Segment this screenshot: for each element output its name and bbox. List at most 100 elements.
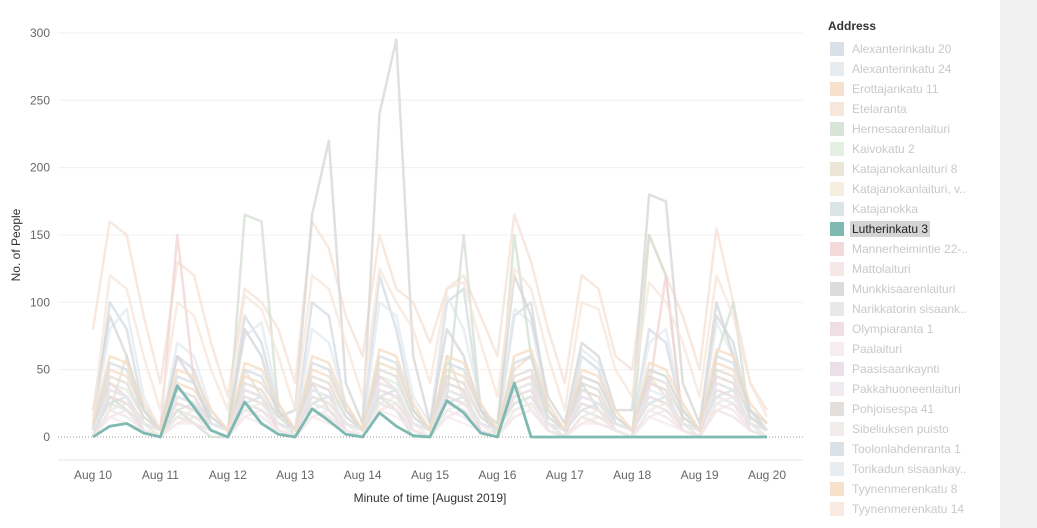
legend-item[interactable]: Pohjoisespa 41: [828, 399, 993, 419]
legend-item[interactable]: Kaivokatu 2: [828, 139, 993, 159]
legend-item[interactable]: Lutherinkatu 3: [828, 219, 993, 239]
legend-label: Paasisaankaynti: [852, 362, 940, 376]
x-tick-label: Aug 18: [613, 468, 651, 482]
legend-item[interactable]: Katajanokka: [828, 199, 993, 219]
legend-item[interactable]: Alexanterinkatu 20: [828, 39, 993, 59]
legend-item[interactable]: Mattolaituri: [828, 259, 993, 279]
legend-swatch: [830, 302, 844, 316]
legend-label: Narikkatorin sisaank..: [852, 302, 967, 316]
legend-label: Sibeliuksen puisto: [852, 422, 949, 436]
legend-item[interactable]: Paasisaankaynti: [828, 359, 993, 379]
y-tick-label: 0: [43, 430, 50, 444]
legend-swatch: [830, 462, 844, 476]
legend-swatch: [830, 422, 844, 436]
legend-swatch: [830, 102, 844, 116]
x-tick-label: Aug 20: [748, 468, 786, 482]
x-tick-label: Aug 15: [411, 468, 449, 482]
legend: Address Alexanterinkatu 20 Alexanterinkat…: [828, 19, 993, 519]
series-line-munkkisaarenlaituri[interactable]: [91, 38, 768, 432]
x-tick-label: Aug 16: [478, 468, 516, 482]
legend-label: Kaivokatu 2: [852, 142, 915, 156]
legend-item[interactable]: Torikadun sisaankay..: [828, 459, 993, 479]
legend-label: Pohjoisespa 41: [852, 402, 935, 416]
legend-item[interactable]: Pakkahuoneenlaituri: [828, 379, 993, 399]
legend-swatch: [830, 502, 844, 516]
legend-swatch: [830, 182, 844, 196]
legend-label: Munkkisaarenlaituri: [852, 282, 956, 296]
legend-swatch: [830, 282, 844, 296]
legend-swatch: [830, 62, 844, 76]
legend-item[interactable]: Hernesaarenlaituri: [828, 119, 993, 139]
legend-item[interactable]: Erottajankatu 11: [828, 79, 993, 99]
legend-swatch: [830, 402, 844, 416]
legend-swatch: [830, 322, 844, 336]
legend-label: Katajanokanlaituri, v..: [852, 182, 966, 196]
legend-label: Tyynenmerenkatu 14: [852, 502, 965, 516]
legend-title: Address: [828, 19, 877, 33]
legend-item[interactable]: Alexanterinkatu 24: [828, 59, 993, 79]
legend-label: Torikadun sisaankay..: [852, 462, 967, 476]
legend-label: Etelaranta: [852, 102, 907, 116]
legend-label: Katajanokanlaituri 8: [852, 162, 958, 176]
x-tick-label: Aug 14: [344, 468, 382, 482]
legend-label: Toolonlahdenranta 1: [852, 442, 961, 456]
legend-label: Paalaituri: [852, 342, 903, 356]
legend-label: Katajanokka: [852, 202, 919, 216]
legend-item[interactable]: Munkkisaarenlaituri: [828, 279, 993, 299]
legend-item[interactable]: Paalaituri: [828, 339, 993, 359]
legend-swatch: [830, 342, 844, 356]
legend-label: Pakkahuoneenlaituri: [852, 382, 961, 396]
x-axis-ticks: Aug 10 Aug 11 Aug 12 Aug 13 Aug 14 Aug 15 Aug …: [74, 468, 786, 482]
y-tick-label: 150: [30, 228, 50, 242]
legend-swatch: [830, 482, 844, 496]
legend-swatch: [830, 82, 844, 96]
legend-swatch: [830, 222, 844, 236]
y-tick-label: 50: [37, 363, 51, 377]
legend-swatch: [830, 122, 844, 136]
y-tick-label: 250: [30, 93, 50, 107]
legend-item[interactable]: Sibeliuksen puisto: [828, 419, 993, 439]
legend-item[interactable]: Tyynenmerenkatu 14: [828, 499, 993, 519]
legend-item[interactable]: Mannerheimintie 22-..: [828, 239, 993, 259]
legend-items: Alexanterinkatu 20 Alexanterinkatu 24 Erot…: [828, 39, 993, 519]
x-axis-title: Minute of time [August 2019]: [354, 491, 507, 505]
legend-swatch: [830, 242, 844, 256]
side-panel: [1000, 0, 1037, 528]
legend-item[interactable]: Olympiaranta 1: [828, 319, 993, 339]
legend-swatch: [830, 162, 844, 176]
x-tick-label: Aug 11: [142, 468, 179, 482]
legend-swatch: [830, 42, 844, 56]
legend-swatch: [830, 362, 844, 376]
legend-swatch: [830, 442, 844, 456]
legend-swatch: [830, 382, 844, 396]
legend-label: Alexanterinkatu 24: [852, 62, 952, 76]
legend-label: Olympiaranta 1: [852, 322, 934, 336]
x-tick-label: Aug 19: [681, 468, 719, 482]
series-lines: [91, 38, 769, 439]
series-line-tyynenmerenkatu-14[interactable]: [91, 267, 769, 418]
x-tick-label: Aug 13: [276, 468, 314, 482]
x-tick-label: Aug 12: [209, 468, 247, 482]
legend-item[interactable]: Etelaranta: [828, 99, 993, 119]
legend-label: Tyynenmerenkatu 8: [852, 482, 958, 496]
legend-item[interactable]: Katajanokanlaituri, v..: [828, 179, 993, 199]
legend-swatch: [830, 202, 844, 216]
series-line-tyynenmerenkatu-8[interactable]: [91, 348, 768, 432]
legend-item[interactable]: Tyynenmerenkatu 8: [828, 479, 993, 499]
legend-swatch: [830, 142, 844, 156]
legend-label: Mattolaituri: [852, 262, 911, 276]
legend-swatch: [830, 262, 844, 276]
legend-label: Alexanterinkatu 20: [852, 42, 952, 56]
x-tick-label: Aug 17: [546, 468, 584, 482]
series-line-lutherinkatu-3[interactable]: [92, 381, 767, 439]
legend-item[interactable]: Katajanokanlaituri 8: [828, 159, 993, 179]
y-tick-label: 200: [30, 161, 50, 175]
legend-label: Lutherinkatu 3: [850, 221, 931, 237]
legend-label: Hernesaarenlaituri: [852, 122, 951, 136]
legend-item[interactable]: Narikkatorin sisaank..: [828, 299, 993, 319]
y-tick-label: 300: [30, 26, 50, 40]
legend-item[interactable]: Toolonlahdenranta 1: [828, 439, 993, 459]
x-tick-label: Aug 10: [74, 468, 112, 482]
